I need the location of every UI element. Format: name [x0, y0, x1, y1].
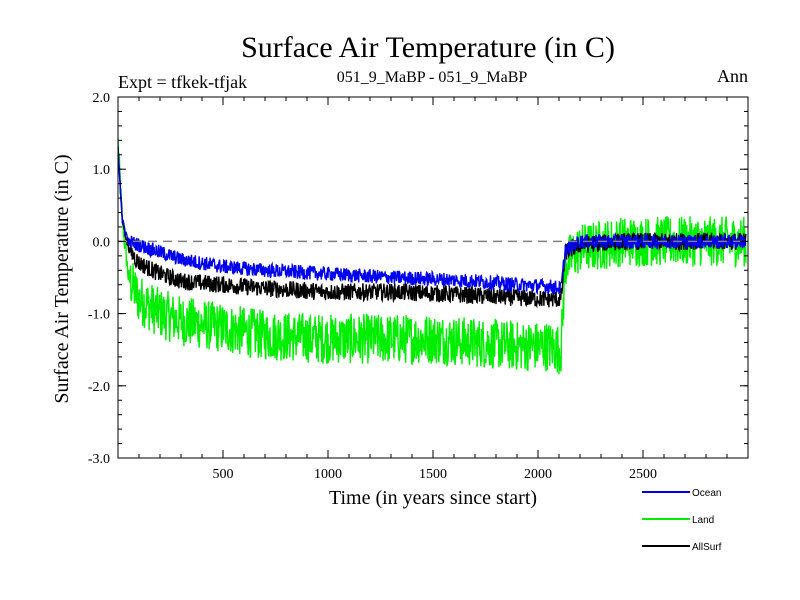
plot-area — [118, 137, 748, 375]
series-line-land — [118, 137, 747, 375]
legend-label-ocean: Ocean — [692, 488, 721, 499]
y-tick-label: -3.0 — [88, 452, 110, 467]
legend-label-allsurf: AllSurf — [692, 542, 722, 553]
chart-subtitle-center: 051_9_MaBP - 051_9_MaBP — [337, 69, 528, 86]
chart-title: Surface Air Temperature (in C) — [241, 31, 615, 64]
series-line-ocean — [118, 147, 747, 296]
x-tick-label: 1500 — [419, 467, 447, 482]
x-axis-label: Time (in years since start) — [329, 487, 537, 509]
x-tick-label: 1000 — [314, 467, 342, 482]
legend-label-land: Land — [692, 515, 714, 526]
legend: Ocean Land AllSurf — [642, 488, 722, 553]
chart-subtitle-right: Ann — [717, 66, 748, 86]
y-tick-label: -1.0 — [88, 308, 110, 323]
y-tick-label: 1.0 — [93, 163, 111, 178]
y-tick-label: -2.0 — [88, 380, 110, 395]
x-tick-label: 2000 — [524, 467, 552, 482]
y-tick-label: 2.0 — [93, 91, 111, 106]
chart-subtitle-left: Expt = tfkek-tfjak — [118, 72, 247, 92]
y-axis-label: Surface Air Temperature (in C) — [51, 154, 73, 403]
axes: -3.0 -2.0 -1.0 0.0 1.0 2.0 500 1000 1500 2000 2500 — [88, 91, 749, 482]
x-tick-label: 2500 — [629, 467, 657, 482]
y-tick-label: 0.0 — [93, 235, 111, 250]
x-tick-label: 500 — [213, 467, 234, 482]
